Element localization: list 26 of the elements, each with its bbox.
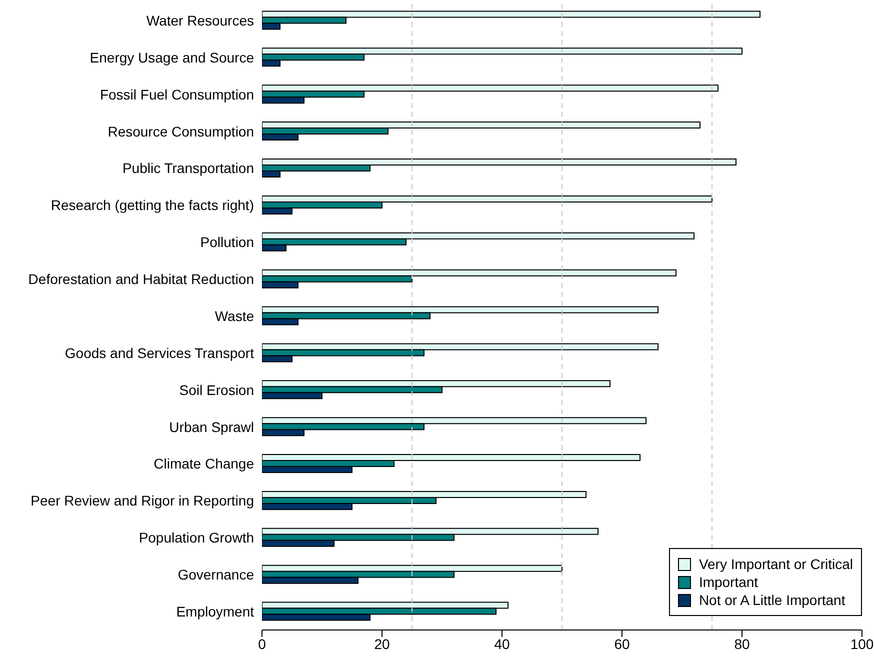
y-tick-label: Resource Consumption [108,123,254,140]
x-tick-label: 0 [258,636,266,652]
x-tick-label: 80 [734,636,750,652]
y-tick-label: Pollution [200,234,254,250]
x-tick-label: 60 [614,636,630,652]
y-tick-label: Governance [178,566,254,583]
y-tick-label: Urban Sprawl [169,418,254,435]
y-tick-label: Deforestation and Habitat Reduction [28,271,254,288]
y-tick-label: Goods and Services Transport [64,344,254,361]
legend-label: Important [698,573,758,591]
legend-label: Not or A Little Important [698,591,846,609]
y-tick-label: Fossil Fuel Consumption [100,86,254,102]
legend-label: Very Important or Critical [698,555,853,573]
x-tick-label: 100 [850,636,874,652]
y-tick-label: Water Resources [146,12,254,28]
y-tick-label: Research (getting the facts right) [50,197,254,214]
y-tick-label: Employment [176,604,254,620]
y-tick-label: Public Transportation [122,160,254,176]
x-tick-label: 40 [494,636,510,652]
y-tick-label: Peer Review and Rigor in Reporting [30,492,254,509]
y-tick-label: Soil Erosion [179,382,254,398]
y-tick-label: Population Growth [138,530,254,546]
y-tick-label: Waste [214,308,254,324]
y-tick-label: Energy Usage and Source [90,49,254,66]
y-tick-label: Climate Change [154,456,254,472]
x-tick-label: 20 [374,636,390,652]
